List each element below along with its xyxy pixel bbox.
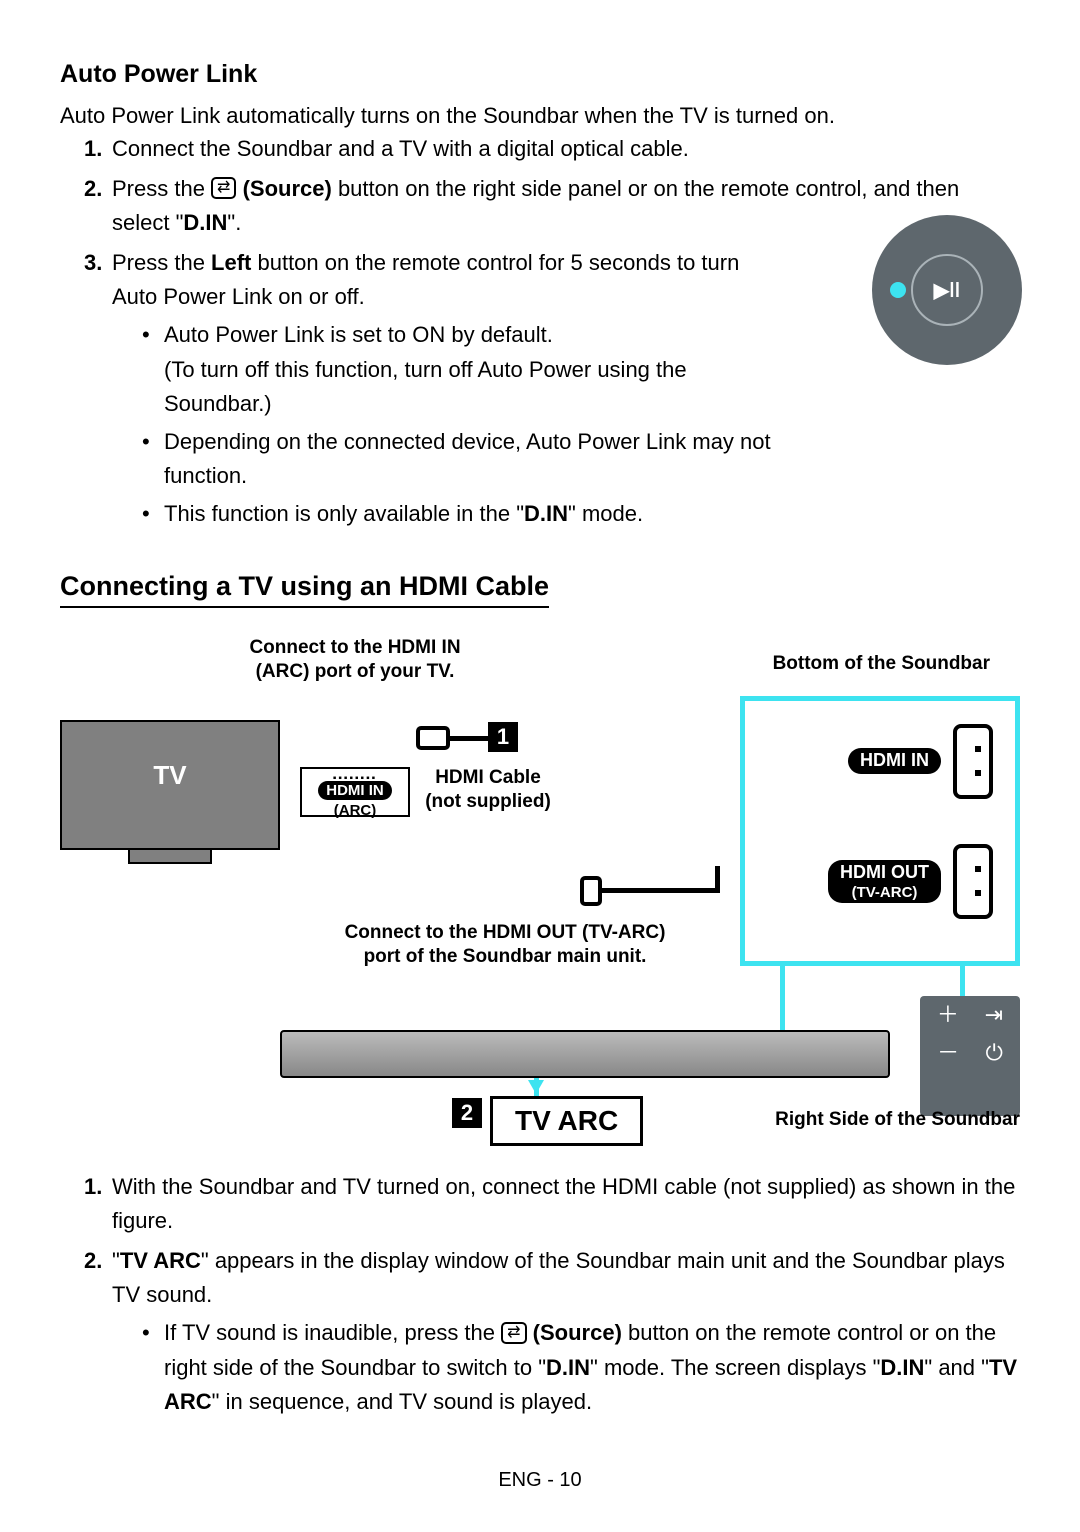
remote-left-indicator — [890, 282, 906, 298]
hdmi-step-2-bullets: If TV sound is inaudible, press the (Sou… — [142, 1316, 1020, 1418]
label-bottom-soundbar: Bottom of the Soundbar — [730, 652, 990, 676]
step-1: 1.Connect the Soundbar and a TV with a d… — [84, 132, 1020, 166]
bullet-default-on: Auto Power Link is set to ON by default.… — [142, 318, 784, 420]
soundbar-side-panel: ＋ ⇥ － ⏻ — [920, 996, 1020, 1116]
auto-power-link-intro: Auto Power Link automatically turns on t… — [60, 99, 1020, 132]
label-hdmi-cable: HDMI Cable(not supplied) — [418, 766, 558, 814]
port-hdmi-in: HDMI IN — [848, 748, 941, 774]
bullet-device-dep: Depending on the connected device, Auto … — [142, 425, 784, 493]
hdmi-connection-diagram: Connect to the HDMI IN (ARC) port of you… — [60, 636, 1020, 1156]
hdmi-step-2: 2. "TV ARC" appears in the display windo… — [84, 1244, 1020, 1418]
hdmi-out-jack — [953, 844, 993, 919]
tv-arc-display: TV ARC — [490, 1096, 643, 1146]
bullet-din-only: This function is only available in the "… — [142, 497, 784, 531]
port-hdmi-out: HDMI OUT(TV-ARC) — [828, 860, 941, 904]
power-icon: ⏻ — [985, 1042, 1002, 1064]
tv-label: TV — [60, 760, 280, 791]
label-right-side: Right Side of the Soundbar — [720, 1108, 1020, 1132]
label-connect-hdmi-out: Connect to the HDMI OUT (TV-ARC) port of… — [340, 921, 670, 969]
hdmi-in-jack — [953, 724, 993, 799]
tv-hdmi-in-port: ▪▪▪▪▪▪▪▪ HDMI IN (ARC) — [300, 767, 410, 817]
source-panel-icon: ⇥ — [985, 1004, 1003, 1026]
soundbar-bottom-ports: HDMI IN HDMI OUT(TV-ARC) — [740, 696, 1020, 966]
remote-dial-illustration: ▶ǀǀ — [872, 215, 1022, 365]
hdmi-plug-1a — [416, 726, 450, 750]
bullet-inaudible: If TV sound is inaudible, press the (Sou… — [142, 1316, 1020, 1418]
label-hdmi-in-tv: Connect to the HDMI IN (ARC) port of you… — [230, 636, 480, 684]
volume-down-icon: － — [937, 1042, 959, 1064]
diagram-badge-1: 1 — [488, 722, 518, 752]
soundbar-illustration — [280, 1030, 890, 1078]
diagram-badge-2: 2 — [452, 1098, 482, 1128]
source-icon — [501, 1322, 526, 1344]
hdmi-plug-1b — [580, 876, 602, 906]
step-3-bullets: Auto Power Link is set to ON by default.… — [142, 318, 784, 531]
auto-power-link-heading: Auto Power Link — [60, 60, 1020, 89]
step-3: 3. Press the Left button on the remote c… — [84, 246, 784, 531]
hdmi-section-heading: Connecting a TV using an HDMI Cable — [60, 571, 549, 608]
play-pause-icon: ▶ǀǀ — [911, 254, 983, 326]
volume-up-icon: ＋ — [937, 1004, 959, 1026]
page-number: ENG - 10 — [0, 1469, 1080, 1492]
hdmi-step-1: 1.With the Soundbar and TV turned on, co… — [84, 1170, 1020, 1238]
hdmi-steps: 1.With the Soundbar and TV turned on, co… — [84, 1170, 1020, 1419]
source-icon — [211, 177, 236, 199]
